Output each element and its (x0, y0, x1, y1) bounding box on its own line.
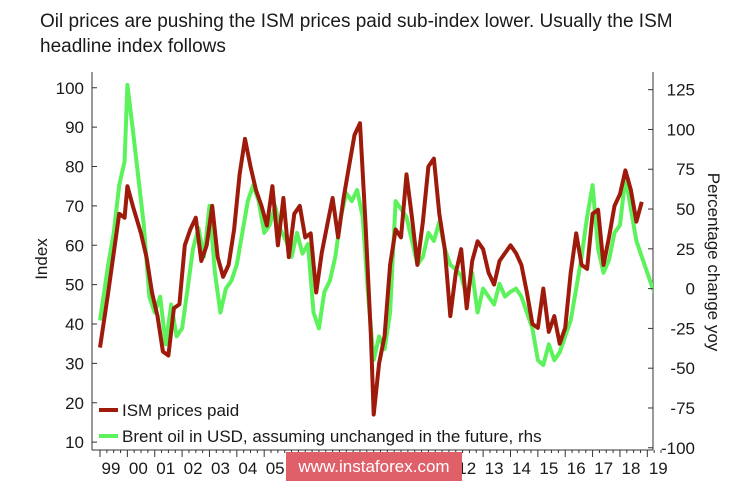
y-axis-label-right: Percentage change yoy (704, 173, 723, 352)
x-tick-label: 16 (567, 459, 586, 478)
x-tick-label: 05 (266, 459, 285, 478)
right-tick-label: -100 (661, 439, 695, 458)
x-tick-label: 01 (156, 459, 175, 478)
x-tick-label: 14 (512, 459, 531, 478)
left-tick-label: 20 (65, 394, 84, 413)
series-ism-prices-paid-line (98, 121, 644, 417)
chart-title: Oil prices are pushing the ISM prices pa… (40, 11, 673, 57)
series-layer (98, 82, 653, 417)
legend-label: ISM prices paid (122, 401, 239, 420)
watermark-text: www.instaforex.com (297, 457, 449, 476)
right-tick-label: -50 (670, 359, 695, 378)
right-tick-label: 0 (686, 280, 695, 299)
right-axis: -100 -75 -50 -25 0 25 50 75 100 125 (648, 81, 695, 458)
left-tick-label: 30 (65, 354, 84, 373)
right-tick-label: 125 (667, 81, 695, 100)
x-tick-label: 15 (539, 459, 558, 478)
right-tick-label: 100 (667, 120, 695, 139)
x-tick-label: 12 (457, 459, 476, 478)
x-tick-label: 02 (184, 459, 203, 478)
series-brent-oil-line (98, 82, 653, 367)
right-tick-label: 75 (676, 160, 695, 179)
right-tick-label: -75 (670, 399, 695, 418)
left-tick-label: 10 (65, 433, 84, 452)
x-tick-label: 13 (485, 459, 504, 478)
x-tick-label: 03 (211, 459, 230, 478)
left-tick-label: 90 (65, 118, 84, 137)
watermark: www.instaforex.com (286, 452, 462, 481)
left-tick-label: 100 (56, 79, 84, 98)
x-tick-label: 99 (102, 459, 121, 478)
x-tick-label: 17 (594, 459, 613, 478)
x-tick-label: 19 (649, 459, 668, 478)
right-tick-label: 25 (676, 240, 695, 259)
right-tick-label: -25 (670, 319, 695, 338)
x-tick-label: 00 (129, 459, 148, 478)
left-tick-label: 70 (65, 197, 84, 216)
left-axis: 10 20 30 40 50 60 70 80 90 100 (56, 79, 97, 452)
x-tick-label: 04 (238, 459, 257, 478)
right-tick-label: 50 (676, 200, 695, 219)
left-tick-label: 60 (65, 236, 84, 255)
x-tick-label: 18 (621, 459, 640, 478)
legend: ISM prices paid Brent oil in USD, assumin… (99, 401, 542, 446)
left-tick-label: 50 (65, 276, 84, 295)
left-tick-label: 40 (65, 315, 84, 334)
plot-frame (91, 72, 654, 451)
legend-label: Brent oil in USD, assuming unchanged in … (122, 427, 542, 446)
left-tick-label: 80 (65, 158, 84, 177)
y-axis-label-left: Index (32, 238, 51, 280)
watermark-background (286, 452, 462, 481)
